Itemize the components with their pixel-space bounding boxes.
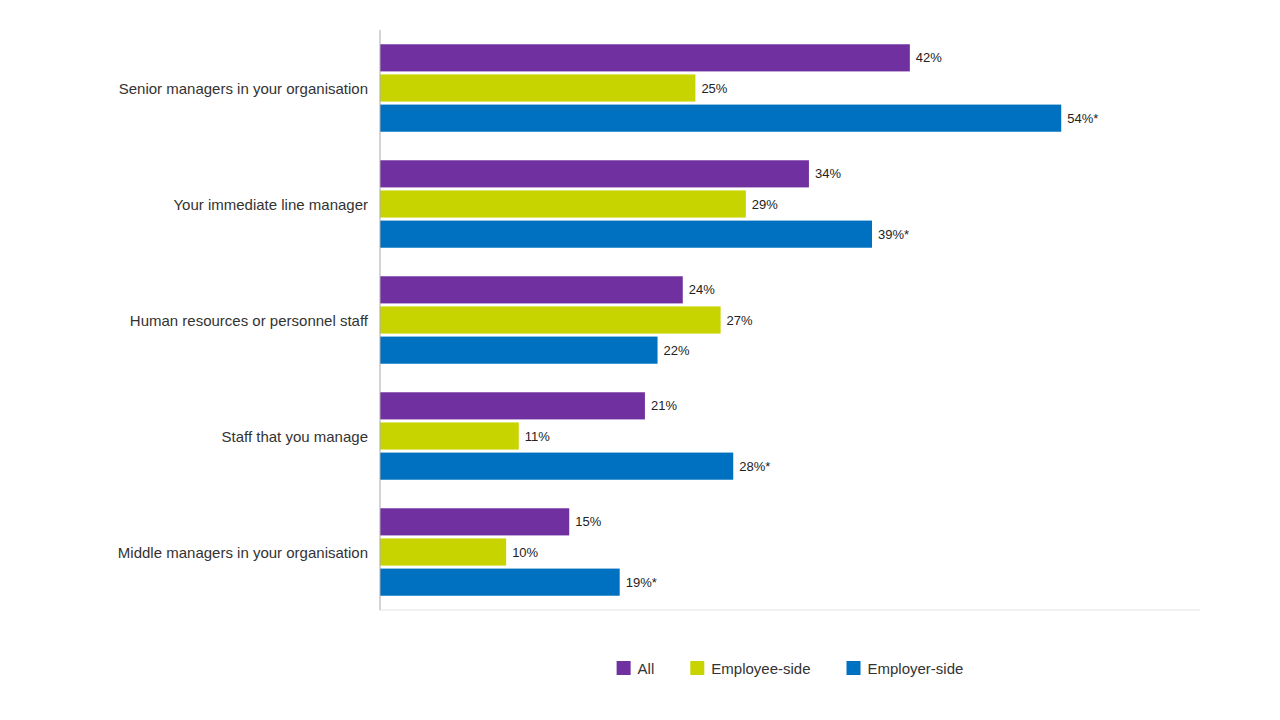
bar [380,105,1061,132]
legend-swatch [847,661,861,675]
legend-item: All [617,660,655,677]
data-label: 54%* [1067,111,1098,126]
legend-item: Employee-side [690,660,810,677]
category-label: Middle managers in your organisation [118,544,368,561]
data-label: 22% [664,343,690,358]
legend-label: Employer-side [868,660,964,677]
x-axis-line [380,610,1200,611]
bar [380,337,658,364]
legend-swatch [617,661,631,675]
data-label: 29% [752,197,778,212]
bar [380,276,683,303]
bar [380,221,872,248]
legend-label: All [638,660,655,677]
legend-item: Employer-side [847,660,964,677]
data-label: 19%* [626,575,657,590]
data-label: 21% [651,398,677,413]
bar [380,422,519,449]
bar [380,453,733,480]
bar [380,508,569,535]
legend-label: Employee-side [711,660,810,677]
data-labels: 15% 21% 24% 34% 42% 10% 11% 27% 29% 25% 19%* 28%* 22… [512,50,1098,589]
data-label: 24% [689,282,715,297]
data-label: 11% [525,429,550,444]
bars [380,44,1061,595]
bar [380,44,910,71]
data-label: 27% [727,313,753,328]
bar [380,190,746,217]
category-label: Human resources or personnel staff [130,312,369,329]
category-label: Staff that you manage [222,428,369,445]
zero-line [380,30,381,610]
category-label: Your immediate line manager [173,196,368,213]
data-label: 15% [575,514,601,529]
legend: All Employee-side Employer-side [617,660,964,677]
y-tick-labels: Middle managers in your organisation Staf… [118,80,369,561]
data-label: 25% [701,81,727,96]
legend-swatch [690,661,704,675]
data-label: 10% [512,545,538,560]
bar [380,538,506,565]
bar [380,569,620,596]
data-label: 34% [815,166,841,181]
chart-container: 15% 21% 24% 34% 42% 10% 11% 27% 29% 25% 19%* 28%* 22… [0,0,1280,720]
bar [380,160,809,187]
category-label: Senior managers in your organisation [119,80,368,97]
bar [380,306,721,333]
bar [380,392,645,419]
bar [380,74,695,101]
data-label: 28%* [739,459,770,474]
chart-svg: 15% 21% 24% 34% 42% 10% 11% 27% 29% 25% 19%* 28%* 22… [0,0,1280,720]
data-label: 42% [916,50,942,65]
data-label: 39%* [878,227,909,242]
